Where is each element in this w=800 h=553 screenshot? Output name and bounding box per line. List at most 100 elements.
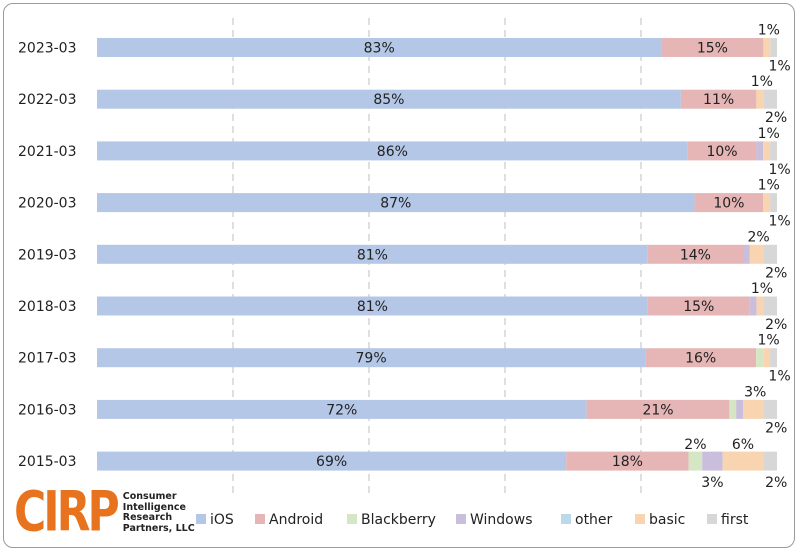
bar-segment-blackberry (688, 451, 703, 471)
data-label: 3% (701, 475, 723, 491)
bar-segment-basic (756, 89, 764, 109)
bar-segment-windows (749, 296, 757, 316)
bar-segment-basic (749, 244, 764, 264)
data-label: 87% (380, 196, 411, 212)
bar-segment-ios (97, 244, 648, 264)
category-label: 2017-03 (18, 351, 77, 367)
bar-segment-ios (97, 141, 688, 161)
chart-frame (3, 3, 795, 548)
data-label: 18% (612, 454, 643, 470)
bar-segment-first (763, 89, 777, 109)
data-label: 1% (751, 281, 773, 297)
data-label: 10% (713, 196, 744, 212)
logo-line-2: Intelligence (122, 501, 186, 513)
bar-segment-windows (743, 244, 750, 264)
data-label: 85% (373, 92, 404, 108)
legend-label: first (721, 512, 749, 528)
bar-segment-android (680, 89, 757, 109)
category-label: 2021-03 (18, 144, 77, 160)
data-label: 2% (684, 437, 706, 453)
data-label: 1% (768, 162, 790, 178)
legend-swatch (347, 514, 357, 524)
legend-label: Android (269, 512, 323, 528)
bar-segment-blackberry (729, 399, 737, 419)
bar-segment-ios (97, 193, 695, 213)
bar-segment-ios (97, 89, 681, 109)
data-label: 2% (765, 265, 787, 281)
data-label: 1% (751, 74, 773, 90)
data-label: 10% (706, 144, 737, 160)
data-label: 1% (758, 126, 780, 142)
legend-label: other (575, 512, 613, 528)
logo-line-1: Consumer (122, 491, 177, 502)
legend-swatch (561, 514, 571, 524)
legend-label: iOS (210, 512, 234, 528)
bar-segment-android (566, 451, 689, 471)
bar-segment-android (647, 244, 743, 264)
logo-text: Consumer Intelligence Research Partners,… (122, 491, 195, 534)
bar-segment-android (694, 193, 764, 213)
data-label: 11% (703, 92, 734, 108)
logo-line-4: Partners, LLC (122, 522, 195, 534)
category-label: 2022-03 (18, 92, 77, 108)
legend-label: Blackberry (361, 512, 436, 528)
bar-segment-ios (97, 348, 646, 368)
bar-segment-ios (97, 399, 587, 419)
bar-segment-first (763, 451, 777, 471)
data-label: 81% (357, 299, 388, 315)
data-label: 69% (316, 454, 347, 470)
bar-segment-ios (97, 451, 567, 471)
legend-swatch (255, 514, 265, 524)
bar-segment-first (770, 38, 777, 57)
data-label: 2% (747, 229, 769, 245)
bar-segment-first (770, 193, 777, 213)
bar-segment-android (645, 348, 757, 368)
data-label: 86% (377, 144, 408, 160)
bar-segment-android (647, 296, 750, 316)
category-label: 2020-03 (18, 196, 77, 212)
data-label: 81% (357, 247, 388, 263)
cirp-logo: CIRP Consumer Intelligence Research Part… (14, 485, 195, 540)
bar-segment-basic (763, 348, 771, 368)
data-label: 6% (732, 437, 754, 453)
legend-swatch (196, 514, 206, 524)
bar-segment-android (661, 38, 764, 57)
bar-segment-ios (97, 296, 648, 316)
data-label: 2% (765, 475, 787, 491)
bar-segment-first (770, 141, 777, 161)
data-label: 2% (765, 317, 787, 333)
data-label: 1% (758, 178, 780, 194)
data-label: 72% (326, 402, 357, 418)
bar-segment-basic (743, 399, 764, 419)
bar-segment-ios (97, 38, 662, 57)
legend-swatch (456, 514, 466, 524)
category-label: 2018-03 (18, 299, 77, 315)
category-label: 2016-03 (18, 402, 77, 418)
bar-segment-windows (702, 451, 723, 471)
bar-segment-basic (763, 141, 771, 161)
bar-segment-windows (756, 141, 764, 161)
data-label: 2% (765, 420, 787, 436)
legend-label: Windows (470, 512, 533, 528)
data-label: 79% (356, 351, 387, 367)
bar-segment-blackberry (756, 348, 764, 368)
data-label: 1% (757, 333, 779, 349)
legend-swatch (707, 514, 717, 524)
bar-segment-basic (763, 193, 771, 213)
logo-line-3: Research (122, 512, 173, 523)
bar-segment-android (586, 399, 730, 419)
category-label: 2019-03 (18, 247, 77, 263)
bar-segment-first (763, 296, 777, 316)
data-label: 3% (744, 384, 766, 400)
legend-swatch (635, 514, 645, 524)
bar-segment-basic (722, 451, 764, 471)
bar-segment-basic (763, 38, 771, 57)
data-label: 15% (697, 41, 728, 57)
data-label: 1% (768, 369, 790, 385)
bar-segment-first (770, 348, 777, 368)
data-label: 14% (680, 247, 711, 263)
bar-segment-first (763, 244, 777, 264)
bar-segment-basic (756, 296, 764, 316)
logo-mark: CIRP (14, 480, 120, 545)
